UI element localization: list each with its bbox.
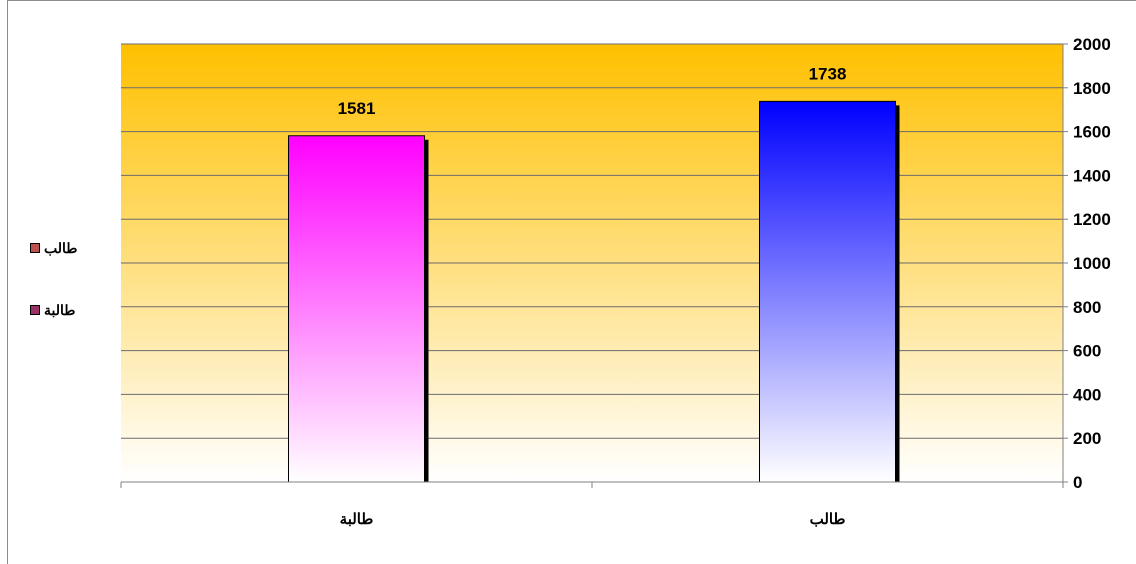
x-tick-label: طالب [810, 511, 846, 528]
y-tick-label: 200 [1073, 429, 1101, 448]
labels: 0 200 400 600 800 1000 1200 1400 1600 1800 2000 158… [338, 35, 1111, 528]
legend: طالب طالبة [30, 238, 100, 362]
y-tick-label: 1800 [1073, 79, 1111, 98]
legend-item-female: طالبة [30, 300, 100, 320]
legend-item-male: طالب [30, 238, 100, 258]
legend-swatch-female [30, 305, 40, 315]
bar [288, 135, 425, 483]
x-tick-label: طالبة [340, 511, 374, 528]
legend-swatch-male [30, 243, 40, 253]
legend-label-male: طالب [44, 239, 78, 256]
y-tick-label: 600 [1073, 342, 1101, 361]
y-tick-label: 0 [1073, 473, 1082, 492]
chart-frame [7, 0, 1136, 564]
data-label: 1581 [338, 99, 376, 118]
y-tick-label: 1200 [1073, 210, 1111, 229]
legend-label-female: طالبة [44, 301, 76, 318]
y-tick-label: 1000 [1073, 254, 1111, 273]
y-tick-label: 1600 [1073, 123, 1111, 142]
y-tick-label: 2000 [1073, 35, 1111, 54]
bars [288, 100, 900, 483]
y-tick-label: 800 [1073, 298, 1101, 317]
data-label: 1738 [809, 64, 847, 83]
bar [759, 100, 896, 483]
axes [120, 43, 1068, 488]
y-tick-label: 1400 [1073, 166, 1111, 185]
y-tick-label: 400 [1073, 385, 1101, 404]
gridlines [121, 43, 1063, 439]
